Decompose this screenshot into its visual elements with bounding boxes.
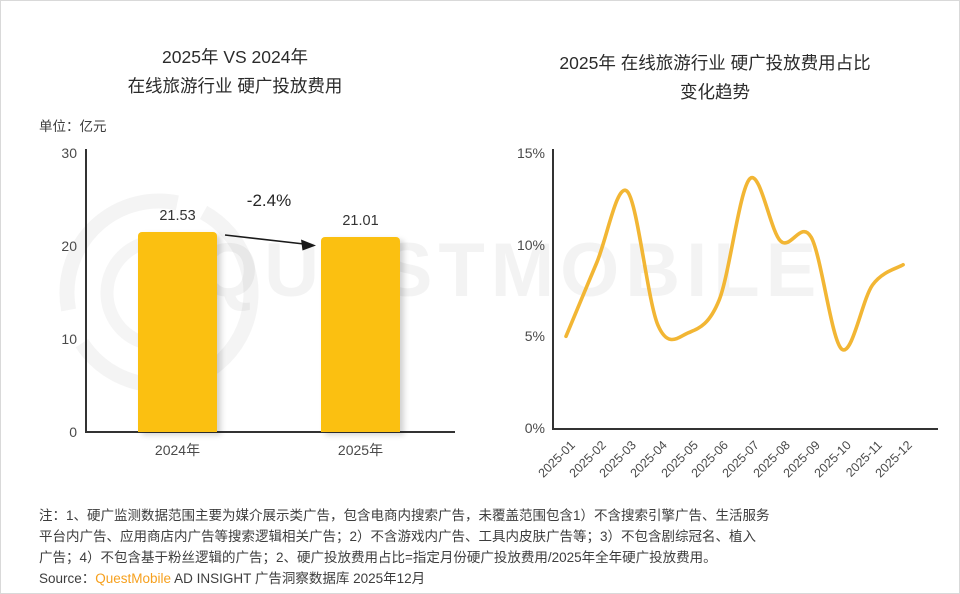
source-line: Source：QuestMobile AD INSIGHT 广告洞察数据库 20… bbox=[39, 568, 425, 589]
bar-chart-unit-label: 单位：亿元 bbox=[39, 119, 107, 134]
line-chart-x-axis bbox=[552, 428, 938, 430]
bar-2024年 bbox=[138, 231, 217, 432]
footnotes: 注：1、硬广监测数据范围主要为媒介展示类广告，包含电商内搜索广告，未覆盖范围包含… bbox=[39, 505, 939, 568]
y-tick-label: 10% bbox=[516, 236, 545, 253]
y-tick-label: 20 bbox=[61, 238, 77, 254]
line-chart-title-line2: 变化趋势 bbox=[680, 82, 750, 102]
bar-2025年 bbox=[321, 236, 400, 432]
change-percent-label: -2.4% bbox=[246, 191, 292, 210]
source-brand: QuestMobile bbox=[95, 571, 172, 586]
bar-chart-title-line1: 2025年 VS 2024年 bbox=[162, 47, 308, 67]
line-chart-title: 2025年 在线旅游行业 硬广投放费用占比 变化趋势 bbox=[494, 49, 936, 107]
source-prefix: Source： bbox=[39, 571, 96, 586]
bar-chart-x-axis bbox=[85, 431, 455, 433]
source-rest: AD INSIGHT 广告洞察数据库 2025年12月 bbox=[171, 571, 426, 586]
y-tick-label: 10 bbox=[61, 331, 77, 347]
y-tick-label: 5% bbox=[524, 328, 545, 345]
footnote-line: 注：1、硬广监测数据范围主要为媒介展示类广告，包含电商内搜索广告，未覆盖范围包含… bbox=[39, 508, 770, 523]
bar-value-label: 21.53 bbox=[159, 207, 196, 224]
bar-category-label: 2025年 bbox=[337, 442, 384, 458]
bar-value-label: 21.01 bbox=[342, 212, 379, 229]
bar-chart-title-line2: 在线旅游行业 硬广投放费用 bbox=[127, 76, 343, 96]
line-chart-title-line1: 2025年 在线旅游行业 硬广投放费用占比 bbox=[559, 53, 871, 73]
y-tick-label: 15% bbox=[516, 145, 545, 161]
trend-line-path bbox=[564, 175, 905, 352]
footnote-line: 广告；4）不包含基于粉丝逻辑的广告；2、硬广投放费用占比=指定月份硬广投放费用/… bbox=[39, 550, 717, 565]
line-chart-y-axis bbox=[552, 149, 554, 430]
bar-chart-title: 2025年 VS 2024年 在线旅游行业 硬广投放费用 bbox=[59, 43, 411, 101]
footnote-line: 平台内广告、应用商店内广告等搜索逻辑相关广告；2）不含游戏内广告、工具内皮肤广告… bbox=[39, 529, 757, 544]
bar-chart-y-axis bbox=[85, 149, 87, 432]
y-tick-label: 0% bbox=[524, 420, 545, 436]
bar-category-label: 2024年 bbox=[154, 442, 201, 458]
y-tick-label: 0 bbox=[69, 424, 77, 440]
y-tick-label: 30 bbox=[61, 145, 77, 161]
